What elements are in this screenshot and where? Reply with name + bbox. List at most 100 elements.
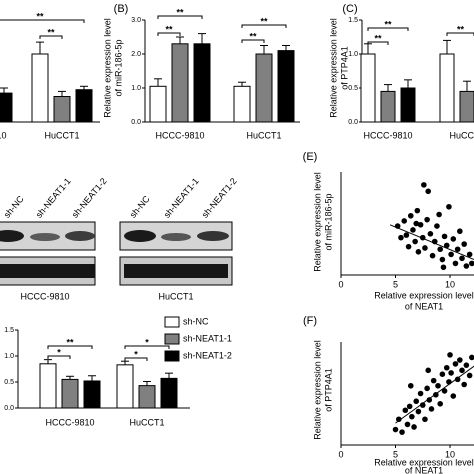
band (0, 264, 95, 278)
scatter-point (392, 426, 399, 433)
scatter-point (443, 364, 450, 371)
scatter-point (413, 398, 420, 405)
scatter-point (417, 390, 424, 397)
x-tick-label: HCCC-9810 (0, 130, 7, 140)
scatter-point (411, 424, 417, 430)
scatter-point (463, 263, 470, 269)
scatter-point (447, 352, 453, 358)
scatter-point (412, 238, 418, 245)
scatter-point (406, 403, 413, 410)
y-axis-label: of miR-186-5p (323, 193, 333, 250)
bar (116, 364, 134, 409)
scatter-point (417, 221, 424, 228)
significance-bracket (367, 27, 409, 31)
y-tick-label: 1.0 (4, 353, 14, 360)
lane-label: sh-NEAT1-1 (34, 176, 73, 220)
bar (160, 377, 178, 409)
scatter-point (461, 241, 467, 247)
significance-label: ** (47, 27, 55, 37)
panel-label: (E) (303, 151, 318, 163)
x-tick-label: 5 (393, 449, 398, 459)
trend-line (395, 365, 474, 424)
x-tick-label: HuCCT1 (246, 130, 281, 140)
scatter-point (441, 388, 448, 394)
bar (61, 378, 79, 409)
scatter-point (450, 393, 457, 399)
x-tick-label: 10 (445, 449, 455, 459)
scatter-point (422, 416, 428, 423)
scatter-point (409, 413, 415, 420)
scatter-point (439, 371, 446, 377)
significance-label: * (134, 349, 138, 359)
significance-bracket (241, 24, 287, 28)
significance-bracket (124, 345, 170, 349)
significance-label: ** (66, 337, 74, 347)
y-axis-label: of miR-186-5p (113, 39, 123, 96)
significance-bracket (367, 41, 389, 45)
scatter-point (450, 236, 457, 242)
band (197, 231, 229, 241)
bar (0, 92, 13, 123)
scatter-point (466, 372, 473, 379)
y-tick-label: 1.5 (348, 17, 358, 24)
legend-swatch (164, 350, 180, 362)
y-tick-label: 1.0 (131, 85, 141, 92)
bar (83, 380, 101, 409)
x-tick-label: 0 (338, 449, 343, 459)
scatter-point (459, 367, 465, 374)
scatter-point (430, 377, 437, 384)
scatter-point (437, 246, 444, 253)
significance-bracket (124, 357, 148, 361)
significance-bracket (0, 19, 85, 23)
y-axis-label: Relative expression level (102, 18, 112, 118)
scatter-point (426, 397, 433, 403)
significance-label: * (57, 347, 61, 357)
bar (277, 50, 295, 123)
bar (193, 43, 211, 123)
scatter-point (413, 220, 420, 227)
scatter-point (398, 234, 404, 241)
scatter-point (407, 212, 414, 219)
significance-label: ** (249, 31, 257, 41)
scatter-point (428, 406, 435, 412)
scatter-point (402, 407, 409, 414)
x-tick-label: HCCC-9810 (45, 417, 94, 427)
scatter-point (469, 260, 474, 267)
y-tick-label: 0.0 (348, 119, 358, 126)
bar (360, 53, 376, 123)
legend-label: sh-NEAT1-2 (183, 350, 232, 360)
panel-label: (F) (303, 315, 317, 327)
scatter-point (415, 408, 422, 415)
significance-label: ** (176, 7, 184, 17)
bar (233, 85, 251, 123)
lane-label: sh-NC (2, 193, 26, 219)
scatter-point (434, 223, 440, 229)
lane-label: sh-NC (128, 193, 152, 219)
western-blot: HCCC-9810 sh-NC sh-NEAT1-1 sh-NEAT1-2 (0, 176, 109, 301)
significance-label: ** (384, 19, 392, 29)
panel-label: (C) (342, 3, 357, 15)
bar (75, 89, 93, 123)
scatter-point (422, 245, 428, 251)
x-axis-label: of NEAT1 (405, 301, 443, 311)
significance-bracket (446, 32, 474, 36)
bar (255, 53, 273, 123)
scatter-point (448, 251, 454, 258)
x-axis-label: Relative expression level (374, 290, 474, 300)
scatter-point (403, 232, 410, 238)
x-axis-label: of NEAT1 (405, 465, 443, 474)
bar (400, 87, 416, 123)
bar (53, 96, 71, 123)
y-tick-label: 0.0 (131, 119, 141, 126)
scatter-point (457, 228, 463, 235)
scatter-point (424, 216, 430, 223)
band (65, 231, 95, 241)
scatter-point (452, 361, 459, 367)
x-axis-label: Relative expression level (374, 457, 474, 467)
bar (138, 385, 156, 409)
x-tick-label: HuCCT1 (449, 130, 474, 140)
scatter-point (454, 246, 461, 253)
scatter-point (421, 182, 427, 188)
bar (149, 85, 167, 123)
